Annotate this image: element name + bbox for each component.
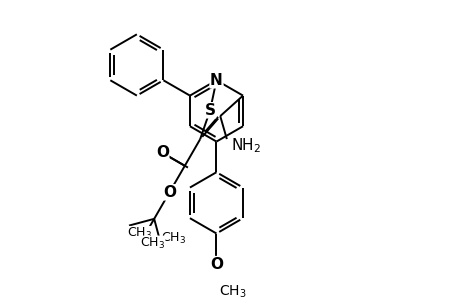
- Text: N: N: [210, 73, 222, 88]
- Text: O: O: [209, 256, 223, 272]
- Text: O: O: [156, 145, 168, 160]
- Text: CH$_3$: CH$_3$: [161, 231, 186, 246]
- Text: O: O: [162, 185, 176, 200]
- Text: CH$_3$: CH$_3$: [140, 236, 165, 251]
- Text: CH$_3$: CH$_3$: [218, 284, 246, 300]
- Text: CH$_3$: CH$_3$: [127, 226, 151, 241]
- Text: NH$_2$: NH$_2$: [230, 136, 261, 155]
- Text: S: S: [204, 103, 215, 118]
